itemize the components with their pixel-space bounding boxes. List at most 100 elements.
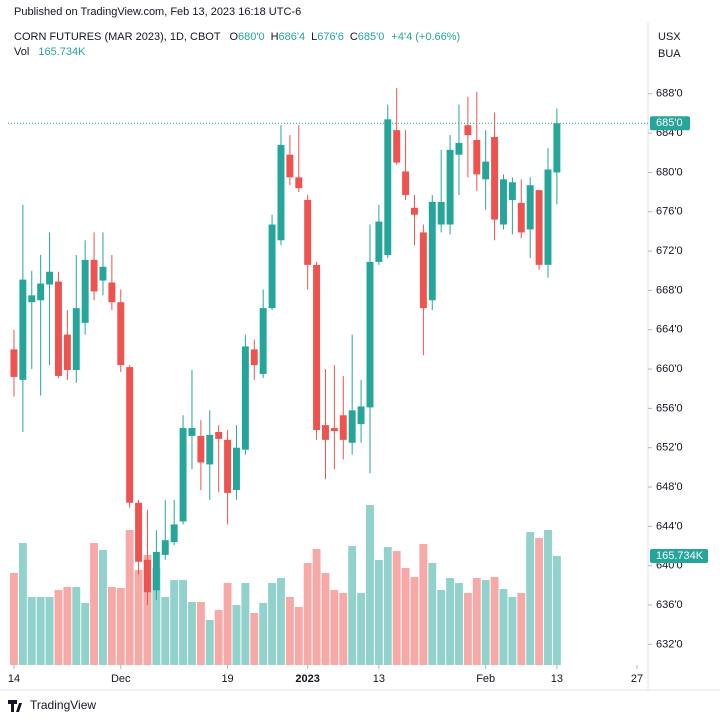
x-tick-label: 14: [8, 673, 20, 685]
volume-bar: [259, 602, 268, 665]
ohlc-key: H: [270, 31, 279, 43]
volume-bar: [499, 588, 508, 665]
volume-bar: [170, 580, 179, 665]
candle-body: [437, 201, 445, 225]
y-tick-label: 644'0: [656, 520, 683, 532]
candle-body: [508, 182, 516, 200]
candle-body: [322, 425, 329, 440]
volume-bar: [339, 592, 348, 665]
candle-body: [117, 302, 125, 366]
candle-body: [464, 125, 472, 136]
candle-body: [500, 179, 507, 225]
candle-body: [286, 154, 294, 178]
candle-body: [206, 434, 214, 465]
volume-bar: [285, 597, 294, 665]
candle-body: [366, 261, 374, 408]
volume-bar: [241, 582, 250, 665]
y-tick-label: 660'0: [656, 363, 683, 375]
candle-body: [10, 349, 18, 377]
volume-bar: [357, 592, 366, 665]
x-tick-label: 27: [631, 673, 643, 685]
vol-line: Vol 165.734K: [14, 46, 85, 58]
candle-body: [428, 201, 436, 301]
volume-bar: [401, 568, 410, 665]
ohlc-value: 676'6: [317, 31, 344, 43]
volume-bar: [152, 568, 161, 665]
last-price-tag: [650, 116, 690, 131]
candle-body: [135, 502, 143, 562]
ohlc-value: 686'4: [278, 31, 306, 43]
volume-bar: [303, 563, 312, 665]
volume-bar: [81, 602, 90, 665]
volume-bar: [535, 538, 544, 665]
y-tick-label: 668'0: [656, 284, 683, 296]
volume-bar: [455, 582, 463, 665]
volume-bar: [125, 529, 134, 665]
ohlc-key: C: [349, 31, 358, 43]
plot: 632'0636'0640'0644'0648'0652'0656'0660'0…: [8, 88, 708, 685]
last-price-label: 685'0: [656, 117, 683, 129]
y-tick-label: 680'0: [656, 166, 683, 178]
volume-bar: [472, 577, 481, 665]
y-tick-label: 636'0: [656, 599, 683, 611]
y-tick-label: 632'0: [656, 638, 683, 650]
candle-body: [277, 144, 285, 241]
candle-body: [295, 177, 303, 189]
vol-key: Vol: [14, 46, 30, 58]
candle-body: [63, 334, 71, 371]
candle-body: [526, 185, 534, 230]
candle-body: [402, 171, 410, 196]
ohlc-key: O: [229, 31, 239, 43]
candle-body: [517, 202, 525, 233]
volume-bar: [410, 577, 419, 665]
x-tick-label: Dec: [111, 673, 131, 685]
volume-bar: [508, 597, 517, 665]
volume-bar: [312, 548, 321, 665]
volume-bar: [437, 590, 446, 665]
volume-label: 165.734K: [656, 550, 704, 562]
candle-body: [90, 259, 98, 292]
volume-bar: [374, 559, 383, 665]
candle-body: [250, 349, 258, 366]
currency: USX: [658, 31, 681, 43]
volume-bar: [99, 549, 107, 665]
candle-body: [81, 259, 89, 323]
volume-bar: [392, 551, 401, 665]
volume-bar: [196, 601, 205, 665]
volume-bar: [188, 601, 196, 665]
candle-body: [179, 428, 187, 522]
x-tick-label: 2023: [295, 673, 319, 685]
y-tick-label: 688'0: [656, 88, 683, 100]
candle-body: [411, 207, 418, 215]
x-tick-label: 13: [373, 673, 385, 685]
symbol: CORN FUTURES (MAR 2023), 1D, CBOT: [14, 31, 221, 43]
candle-body: [375, 221, 383, 262]
candle-body: [28, 295, 36, 303]
volume-bar: [143, 554, 152, 665]
volume-bar: [63, 587, 72, 665]
candle-body: [233, 447, 240, 490]
volume-bar: [72, 587, 81, 665]
volume-bar: [330, 590, 339, 665]
candle-body: [473, 139, 481, 175]
ohlc-key: L: [311, 31, 318, 43]
volume-bar: [27, 597, 36, 665]
volume-bar: [116, 587, 125, 665]
y-tick-label: 676'0: [656, 206, 683, 218]
candle-body: [313, 264, 321, 431]
candle-body: [339, 415, 347, 440]
candle-body: [215, 431, 223, 439]
volume-bar: [366, 505, 374, 665]
candle-body: [491, 137, 499, 220]
ohlc-value: 680'0: [238, 31, 265, 43]
volume-bar: [54, 590, 63, 665]
legend-line: CORN FUTURES (MAR 2023), 1D, CBOT O680'0…: [14, 31, 460, 43]
published: Published on TradingView.com, Feb 13, 20…: [14, 6, 302, 18]
candle-body: [188, 428, 196, 436]
volume-bar: [161, 597, 170, 665]
candle-body: [108, 282, 116, 303]
unit: BUA: [658, 48, 681, 60]
volume-bar: [348, 546, 357, 665]
volume-bar: [294, 606, 303, 665]
candle-body: [170, 524, 178, 543]
